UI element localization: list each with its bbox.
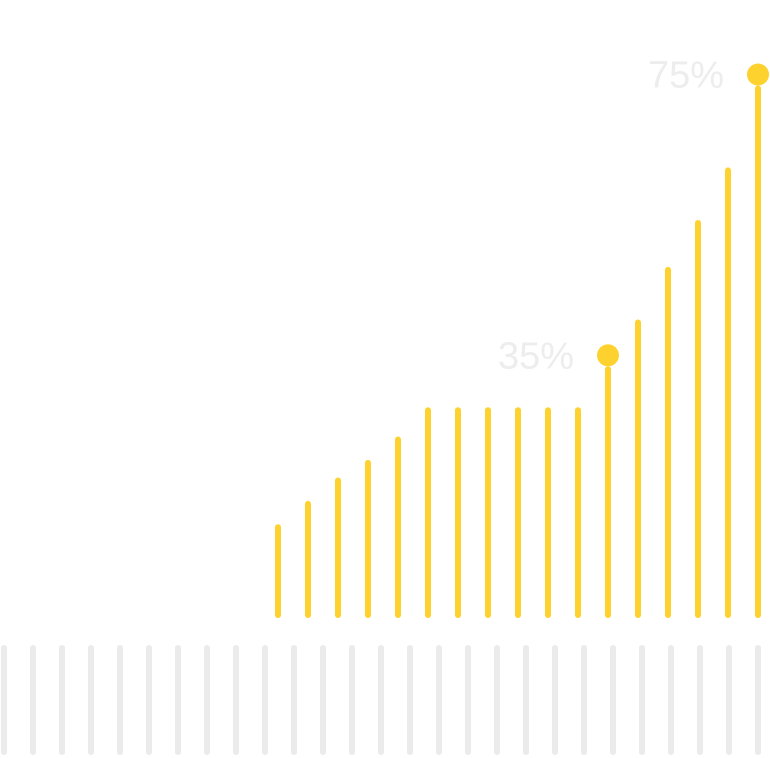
callout-label-35: 35% xyxy=(498,335,574,377)
callout-label-75: 75% xyxy=(648,55,724,97)
bar-series xyxy=(275,85,761,618)
callouts: 35% 75% xyxy=(498,55,769,377)
baseline-ticks xyxy=(1,645,761,755)
callout-dot xyxy=(747,63,769,86)
callout-dot xyxy=(597,344,619,367)
